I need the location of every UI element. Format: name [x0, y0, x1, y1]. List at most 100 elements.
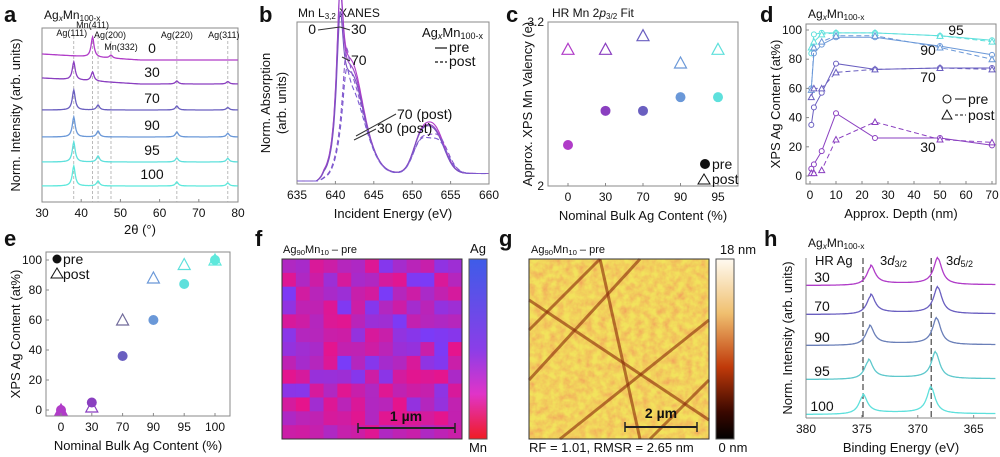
pre-marker — [179, 279, 190, 289]
map-pixel — [295, 425, 311, 440]
xps-series-line — [806, 385, 996, 415]
map-pixel — [420, 328, 435, 343]
map-pixel — [448, 369, 463, 385]
panel-label: e — [4, 226, 16, 251]
map-pixel — [420, 411, 435, 426]
y-tick-label: 80 — [29, 283, 43, 297]
x-tick-label: 60 — [153, 206, 167, 220]
x-tick-label: 645 — [364, 188, 384, 202]
series-label-70: 70 — [920, 69, 936, 85]
afm-step-line — [559, 318, 710, 441]
composition-title: AgxMn100-x — [44, 8, 101, 23]
legend-post: post — [449, 53, 476, 69]
map-pixel — [323, 328, 338, 343]
map-pixel — [392, 286, 408, 302]
map-pixel — [406, 383, 421, 398]
xrd-series-line — [41, 59, 238, 85]
map-pixel — [392, 259, 408, 274]
plot-frame — [45, 251, 231, 417]
map-pixel — [309, 259, 325, 274]
series-label: 90 — [144, 117, 160, 133]
pre-marker — [638, 105, 648, 116]
map-pixel — [282, 328, 297, 343]
pre-marker — [675, 92, 686, 103]
leader-line — [353, 128, 377, 141]
map-pixel — [420, 314, 435, 329]
map-pixel — [323, 411, 338, 426]
y-axis-label-line2: (arb. units) — [274, 72, 289, 134]
series-label: 100 — [140, 166, 164, 182]
composition-title: Ag90Mn10 – pre — [283, 244, 357, 257]
map-pixel — [392, 342, 408, 357]
y-tick-label: 0 — [35, 403, 42, 417]
pre-marker — [872, 135, 878, 142]
map-pixel — [378, 369, 394, 385]
map-pixel — [351, 411, 366, 426]
map-pixel — [337, 342, 352, 357]
x-axis-label: Nominal Bulk Ag Content (%) — [559, 208, 727, 223]
map-pixel — [309, 342, 325, 357]
series-label-30: 30 — [920, 139, 936, 155]
map-pixel — [448, 342, 463, 357]
map-pixel — [378, 397, 394, 412]
map-pixel — [337, 369, 352, 385]
post-marker — [936, 135, 944, 143]
legend-post: post — [968, 107, 995, 123]
map-pixel — [351, 383, 366, 398]
pre-marker — [810, 104, 817, 111]
x-tick-label: 60 — [959, 188, 973, 202]
map-pixel — [337, 328, 352, 343]
composition-title: AgxMn100-x — [808, 7, 865, 22]
plot-title: HR Mn 2p3/2 Fit — [552, 6, 634, 21]
post-marker — [936, 63, 944, 71]
annotation-70-post: 70 (post) — [397, 106, 452, 122]
map-pixel — [351, 286, 366, 302]
xps-series-line — [806, 256, 996, 286]
x-tick-label: 20 — [855, 188, 869, 202]
map-pixel — [406, 342, 421, 357]
x-tick-label: 80 — [231, 206, 245, 220]
post-marker — [936, 43, 944, 51]
plot-frame — [296, 21, 490, 185]
map-pixel — [378, 342, 394, 357]
map-pixel — [323, 259, 338, 274]
panel-label: d — [760, 2, 773, 27]
panel-label: h — [764, 226, 777, 251]
reflection-label: Ag(111) — [56, 28, 87, 38]
panel-label: f — [255, 226, 263, 251]
x-tick-label: 70 — [636, 190, 650, 204]
map-pixel — [420, 355, 435, 371]
pre-marker — [86, 397, 97, 408]
legend-post-marker — [941, 108, 953, 120]
map-pixel — [434, 286, 449, 302]
leader-line — [341, 56, 351, 62]
map-pixel — [309, 355, 325, 371]
series-label: 90 — [814, 329, 830, 345]
plot-frame — [41, 27, 239, 203]
plot-frame — [805, 23, 997, 185]
map-pixel — [406, 397, 421, 412]
map-pixel — [392, 314, 408, 329]
pre-marker — [810, 161, 817, 168]
map-pixel — [448, 259, 463, 274]
y-tick-label: 100 — [782, 23, 802, 37]
map-pixel — [378, 272, 394, 288]
map-pixel — [406, 411, 421, 426]
map-pixel — [337, 272, 352, 288]
annotation-70: 70 — [351, 52, 367, 68]
series-label: 30 — [144, 64, 160, 80]
map-pixel — [378, 300, 394, 315]
x-axis-label: Approx. Depth (nm) — [844, 206, 957, 221]
y-axis-label: Approx. XPS Mn Valency (e) — [520, 22, 535, 187]
panel-a: a AgxMn100-x Ag(111)Mn(411)Ag(200) Mn(332) A… — [4, 2, 245, 237]
composition-title: AgxMn100-x — [808, 236, 865, 251]
y-tick-label: 100 — [22, 253, 42, 267]
map-pixel — [434, 259, 449, 274]
legend-pre: pre — [63, 251, 83, 267]
pre-marker — [117, 351, 128, 361]
x-tick-label: 95 — [178, 420, 192, 434]
map-pixel — [434, 300, 449, 315]
x-tick-label: 90 — [674, 190, 688, 204]
plot-title: Mn L3,2 XANES — [298, 6, 380, 21]
